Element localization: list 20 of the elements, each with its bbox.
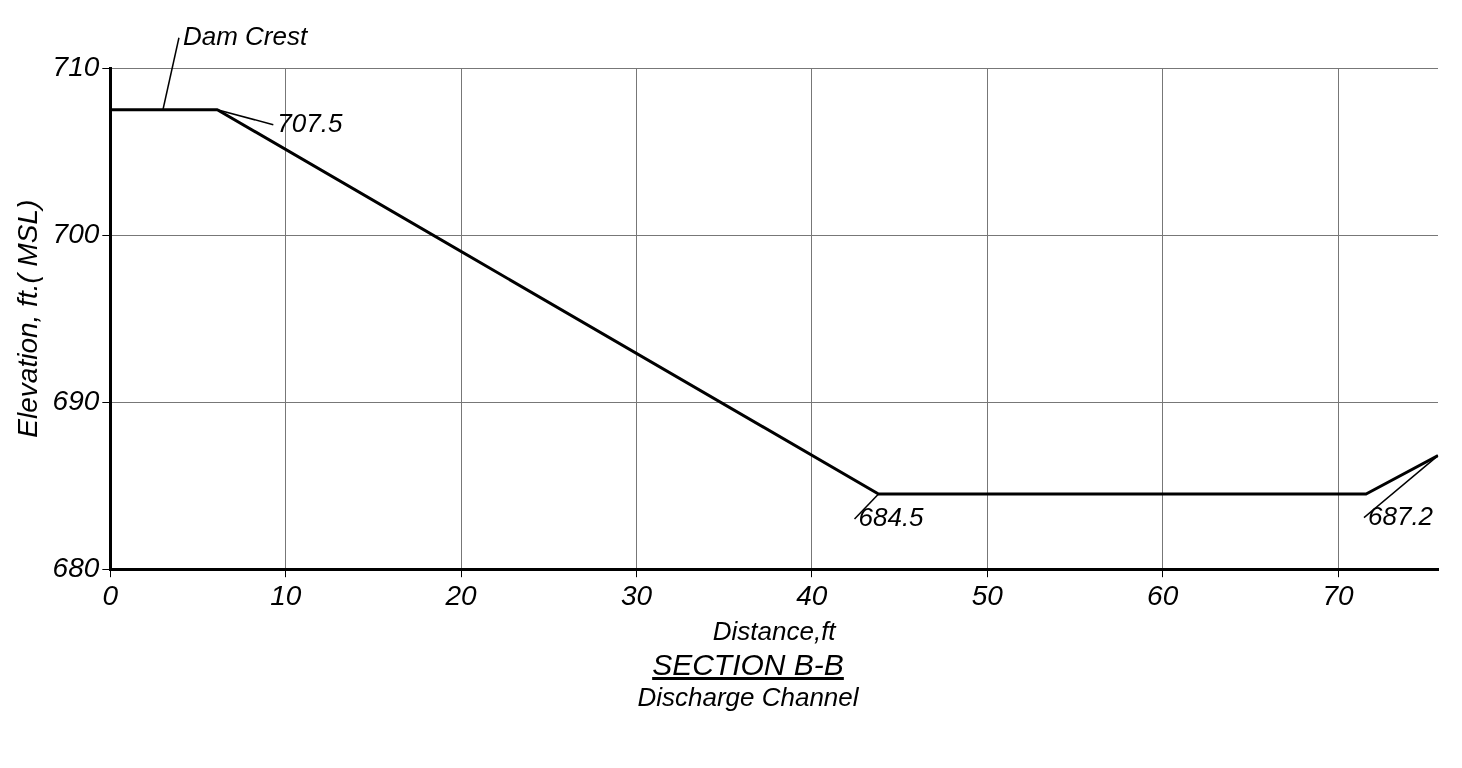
x-tick-label: 60 — [1147, 579, 1179, 611]
x-tick-label: 20 — [444, 579, 478, 611]
text: SECTION B-B — [651, 648, 845, 682]
text: Discharge Channel — [636, 682, 860, 713]
annotation: 687.2 — [1368, 500, 1434, 531]
y-tick-label: 680 — [52, 552, 100, 583]
x-tick-label: 50 — [971, 579, 1004, 611]
annotation: 684.5 — [858, 502, 925, 533]
x-axis-title: Distance,ft — [712, 615, 838, 646]
y-tick-label: 710 — [52, 50, 100, 82]
y-tick-label: 690 — [52, 384, 100, 416]
y-axis-title: Elevation, ft.( MSL) — [11, 199, 43, 438]
annotation: Dam Crest — [182, 21, 309, 51]
x-tick-label: 70 — [1322, 579, 1355, 611]
x-tick-label: 30 — [620, 579, 653, 611]
x-tick-label: 40 — [796, 579, 828, 611]
y-tick-label: 700 — [52, 217, 100, 249]
annotation: 707.5 — [277, 108, 343, 138]
x-tick-label: 10 — [270, 579, 302, 611]
x-tick-label: 0 — [102, 579, 119, 611]
